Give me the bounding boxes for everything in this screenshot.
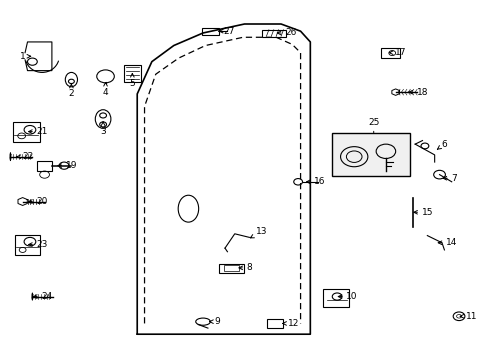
Text: 14: 14 bbox=[437, 238, 456, 247]
Bar bbox=[261, 30, 285, 37]
Text: 3: 3 bbox=[100, 122, 106, 136]
Text: 2: 2 bbox=[68, 84, 74, 98]
Text: 1: 1 bbox=[20, 52, 31, 61]
Bar bbox=[331, 134, 409, 176]
Text: 23: 23 bbox=[28, 240, 48, 249]
Text: 12: 12 bbox=[282, 319, 298, 328]
Bar bbox=[218, 264, 244, 273]
Text: 10: 10 bbox=[338, 292, 357, 301]
Text: 20: 20 bbox=[28, 197, 48, 206]
Text: 9: 9 bbox=[209, 317, 220, 326]
Text: 16: 16 bbox=[306, 177, 325, 186]
Bar bbox=[15, 234, 40, 255]
Bar bbox=[322, 289, 348, 307]
Bar bbox=[223, 265, 239, 271]
Bar bbox=[123, 64, 141, 82]
Text: 7: 7 bbox=[442, 174, 456, 183]
Text: 13: 13 bbox=[250, 228, 267, 238]
Bar bbox=[380, 48, 399, 58]
Text: 8: 8 bbox=[239, 264, 252, 273]
Text: 21: 21 bbox=[28, 127, 48, 136]
Text: 27: 27 bbox=[219, 27, 234, 36]
Text: 6: 6 bbox=[436, 140, 447, 149]
Bar bbox=[267, 319, 283, 328]
Text: 4: 4 bbox=[102, 82, 108, 96]
Text: 17: 17 bbox=[388, 48, 406, 57]
Text: 22: 22 bbox=[17, 152, 33, 161]
Text: 18: 18 bbox=[408, 87, 427, 96]
Text: 25: 25 bbox=[367, 118, 379, 147]
Text: 26: 26 bbox=[277, 28, 296, 37]
Text: 19: 19 bbox=[58, 161, 77, 170]
Text: 24: 24 bbox=[33, 292, 53, 301]
Bar bbox=[37, 161, 52, 171]
Text: 15: 15 bbox=[413, 208, 432, 217]
Bar bbox=[13, 122, 40, 141]
Text: 5: 5 bbox=[129, 73, 135, 88]
Bar bbox=[202, 28, 219, 36]
Text: 11: 11 bbox=[459, 312, 476, 321]
